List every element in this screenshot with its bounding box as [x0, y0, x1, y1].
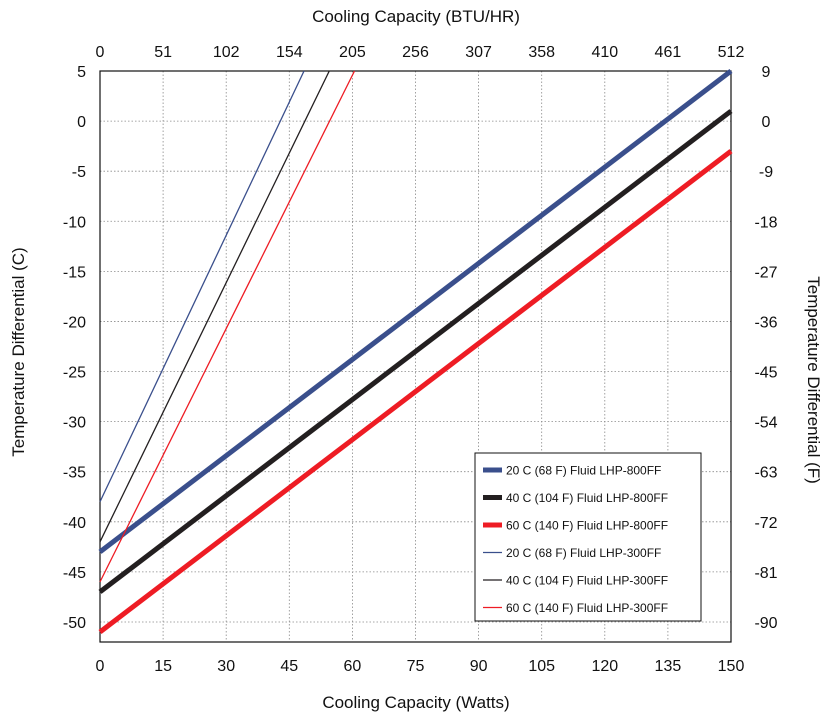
x-bottom-tick-label: 45: [280, 658, 298, 675]
x-bottom-tick-label: 30: [217, 658, 235, 675]
y-left-tick-label: -10: [63, 214, 86, 231]
y-left-tick-label: -30: [63, 415, 86, 432]
y-right-tick-label: -90: [754, 615, 777, 632]
series-line: [98, 109, 733, 594]
x-bottom-tick-label: 150: [718, 658, 745, 675]
x-bottom-tick-label: 90: [470, 658, 488, 675]
y-left-tick-label: -35: [63, 465, 86, 482]
x-bottom-tick-label: 60: [344, 658, 362, 675]
x-top-tick-label: 256: [402, 44, 429, 61]
legend-entry-label: 60 C (140 F) Fluid LHP-800FF: [506, 519, 668, 533]
x-top-tick-label: 358: [528, 44, 555, 61]
y-right-tick-label: -81: [754, 565, 777, 582]
y-left-tick-label: 5: [77, 64, 86, 81]
y-left-axis-title: Temperature Differential (C): [9, 247, 28, 456]
y-right-tick-label: -9: [759, 164, 773, 181]
x-top-tick-label: 51: [154, 44, 172, 61]
x-bottom-tick-label: 120: [591, 658, 618, 675]
legend-entry-label: 40 C (104 F) Fluid LHP-300FF: [506, 574, 668, 588]
x-bottom-tick-label: 0: [96, 658, 105, 675]
x-bottom-tick-labels: 0 15 30 45 60 75 90 105 120 135 150: [96, 658, 745, 675]
series-line: [99, 70, 356, 583]
y-left-tick-labels: 5 0 -5 -10 -15 -20 -25 -30 -35 -40 -45 -50: [63, 64, 86, 632]
x-bottom-axis-title: Cooling Capacity (Watts): [322, 693, 509, 712]
legend: 20 C (68 F) Fluid LHP-800FF 40 C (104 F) …: [474, 452, 702, 622]
y-right-axis-title: Temperature Differential (F): [804, 276, 822, 484]
x-top-axis-title: Cooling Capacity (BTU/HR): [312, 7, 520, 26]
plot-frame: [99, 70, 732, 643]
legend-entry-label: 20 C (68 F) Fluid LHP-300FF: [506, 546, 661, 560]
x-bottom-tick-label: 15: [154, 658, 172, 675]
legend-box: [474, 452, 702, 622]
y-right-tick-label: -36: [754, 314, 777, 331]
y-right-tick-label: 0: [762, 114, 771, 131]
series-line: [99, 70, 330, 543]
y-right-tick-label: -72: [754, 515, 777, 532]
y-left-tick-label: -40: [63, 515, 86, 532]
x-top-tick-label: 410: [591, 44, 618, 61]
x-bottom-tick-label: 135: [655, 658, 682, 675]
y-left-tick-label: -20: [63, 314, 86, 331]
y-right-tick-label: -45: [754, 365, 777, 382]
y-left-tick-label: -5: [72, 164, 86, 181]
x-bottom-tick-label: 75: [407, 658, 425, 675]
y-left-tick-label: -45: [63, 565, 86, 582]
x-top-tick-label: 102: [213, 44, 240, 61]
series-lines: [98, 69, 733, 634]
y-left-tick-label: 0: [77, 114, 86, 131]
y-right-tick-label: -27: [754, 264, 777, 281]
x-bottom-tick-label: 105: [528, 658, 555, 675]
x-top-tick-label: 461: [655, 44, 682, 61]
legend-entry-label: 40 C (104 F) Fluid LHP-800FF: [506, 491, 668, 505]
y-right-tick-label: -63: [754, 465, 777, 482]
legend-entry-label: 60 C (140 F) Fluid LHP-300FF: [506, 601, 668, 615]
y-right-tick-labels: 9 0 -9 -18 -27 -36 -45 -54 -63 -72 -81 -90: [754, 64, 777, 632]
y-right-tick-label: -54: [754, 415, 777, 432]
legend-entry-label: 20 C (68 F) Fluid LHP-800FF: [506, 464, 661, 478]
x-top-tick-label: 307: [465, 44, 492, 61]
x-top-tick-label: 154: [276, 44, 303, 61]
y-left-tick-label: -25: [63, 365, 86, 382]
y-right-tick-label: 9: [762, 64, 771, 81]
y-right-tick-label: -18: [754, 214, 777, 231]
y-left-tick-label: -15: [63, 264, 86, 281]
y-left-tick-label: -50: [63, 615, 86, 632]
x-top-tick-label: 0: [96, 44, 105, 61]
x-top-tick-label: 512: [718, 44, 745, 61]
series-line: [99, 70, 305, 503]
series-line: [98, 149, 733, 634]
x-top-tick-labels: 0 51 102 154 205 256 307 358 410 461 512: [96, 44, 745, 61]
series-line: [98, 69, 733, 554]
x-top-tick-label: 205: [339, 44, 366, 61]
